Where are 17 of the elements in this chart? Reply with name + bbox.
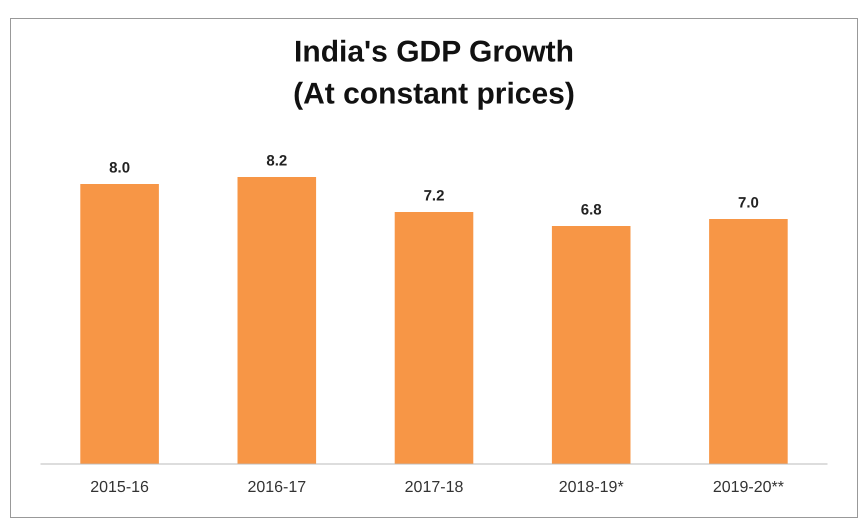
bar: [394, 212, 474, 464]
x-tick-label: 2015-16: [90, 478, 150, 496]
chart-subtitle: (At constant prices): [293, 77, 575, 110]
x-tick-label: 2018-19*: [558, 478, 624, 496]
data-label: 8.2: [266, 152, 288, 170]
x-tick-label: 2019-20**: [712, 478, 784, 496]
bar: [80, 184, 159, 464]
bar: [552, 226, 630, 464]
data-label: 7.0: [738, 194, 759, 212]
x-tick-label: 2016-17: [247, 478, 306, 496]
data-label: 8.0: [109, 160, 130, 177]
bar: [238, 176, 316, 464]
data-label: 6.8: [580, 202, 602, 219]
bar: [709, 218, 788, 464]
x-tick-label: 2017-18: [404, 478, 464, 496]
data-label: 7.2: [424, 188, 444, 205]
chart-title: India's GDP Growth: [294, 35, 574, 68]
